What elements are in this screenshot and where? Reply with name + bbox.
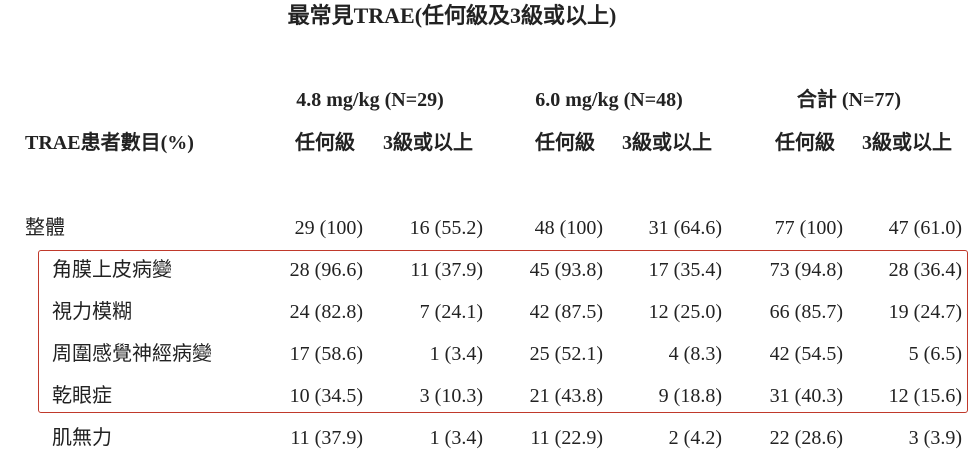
cell: 7 (24.1) (419, 301, 483, 323)
cell: 3 (10.3) (419, 385, 483, 407)
cell: 31 (64.6) (648, 217, 722, 239)
group-header: 6.0 mg/kg (N=48) (535, 89, 683, 111)
cell: 4 (8.3) (668, 343, 722, 365)
row-header: TRAE患者數目(%) (25, 132, 194, 154)
cell: 42 (54.5) (769, 343, 843, 365)
cell: 24 (82.8) (289, 301, 363, 323)
column-header: 任何級 (775, 132, 835, 154)
cell: 21 (43.8) (529, 385, 603, 407)
cell: 48 (100) (534, 217, 603, 239)
row-label: 肌無力 (52, 427, 112, 449)
cell: 11 (37.9) (410, 259, 483, 281)
cell: 47 (61.0) (888, 217, 962, 239)
cell: 10 (34.5) (289, 385, 363, 407)
cell: 17 (58.6) (289, 343, 363, 365)
cell: 42 (87.5) (529, 301, 603, 323)
cell: 28 (36.4) (888, 259, 962, 281)
cell: 12 (25.0) (648, 301, 722, 323)
column-header: 3級或以上 (622, 132, 712, 154)
cell: 73 (94.8) (769, 259, 843, 281)
cell: 29 (100) (294, 217, 363, 239)
column-header: 3級或以上 (383, 132, 473, 154)
cell: 22 (28.6) (769, 427, 843, 449)
cell: 16 (55.2) (409, 217, 483, 239)
row-label: 整體 (25, 217, 65, 239)
cell: 1 (3.4) (429, 343, 483, 365)
column-header: 任何級 (295, 132, 355, 154)
row-label: 角膜上皮病變 (52, 259, 172, 281)
column-header: 任何級 (535, 132, 595, 154)
cell: 11 (37.9) (290, 427, 363, 449)
cell: 12 (15.6) (888, 385, 962, 407)
cell: 19 (24.7) (888, 301, 962, 323)
column-header: 3級或以上 (862, 132, 952, 154)
cell: 3 (3.9) (908, 427, 962, 449)
row-label: 視力模糊 (52, 301, 132, 323)
cell: 2 (4.2) (668, 427, 722, 449)
cell: 25 (52.1) (529, 343, 603, 365)
title: 最常見TRAE(任何級及3級或以上) (287, 3, 617, 28)
highlight-box (38, 250, 968, 413)
row-label: 周圍感覺神經病變 (52, 343, 212, 365)
row-label: 乾眼症 (52, 385, 112, 407)
cell: 11 (22.9) (530, 427, 603, 449)
cell: 5 (6.5) (908, 343, 962, 365)
cell: 45 (93.8) (529, 259, 603, 281)
group-header: 合計 (N=77) (796, 89, 902, 111)
cell: 1 (3.4) (429, 427, 483, 449)
cell: 17 (35.4) (648, 259, 722, 281)
cell: 31 (40.3) (769, 385, 843, 407)
cell: 77 (100) (774, 217, 843, 239)
cell: 28 (96.6) (289, 259, 363, 281)
cell: 9 (18.8) (658, 385, 722, 407)
group-header: 4.8 mg/kg (N=29) (296, 89, 444, 111)
cell: 66 (85.7) (769, 301, 843, 323)
